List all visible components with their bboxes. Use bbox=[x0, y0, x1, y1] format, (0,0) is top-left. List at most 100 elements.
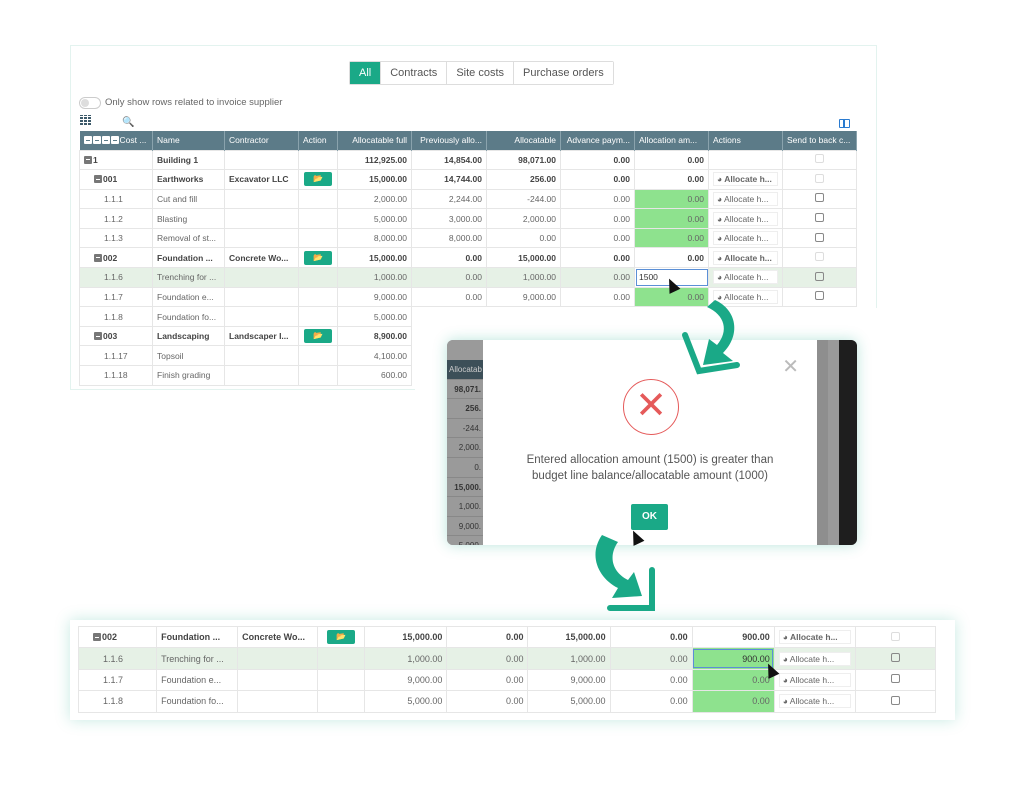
send-back-checkbox[interactable] bbox=[815, 213, 824, 223]
column-header[interactable]: Allocatable full bbox=[337, 131, 412, 150]
column-header[interactable]: Send to back c... bbox=[782, 131, 857, 150]
allocation-amount-input[interactable]: 0.00 bbox=[691, 690, 775, 713]
collapse-icon[interactable] bbox=[83, 136, 92, 145]
column-header[interactable]: Advance paym... bbox=[560, 131, 635, 150]
allocate-button[interactable]: ◕ Allocate h... bbox=[713, 191, 778, 206]
collapse-icon[interactable] bbox=[110, 136, 119, 145]
advance-payment-cell-value: 0.00 bbox=[613, 213, 630, 224]
name-cell-value: Trenching for ... bbox=[157, 272, 217, 283]
allocation-amount-input[interactable]: 0.00 bbox=[634, 188, 709, 210]
allocation-amount-input[interactable]: 0.00 bbox=[634, 169, 709, 190]
advance-payment-cell: 0.00 bbox=[560, 286, 635, 308]
contractor-cell: Excavator LLC bbox=[224, 169, 299, 190]
allocate-button[interactable]: ◕ Allocate h... bbox=[778, 651, 851, 666]
collapse-icon[interactable] bbox=[94, 253, 102, 262]
collapse-icon[interactable] bbox=[94, 175, 102, 184]
column-header[interactable]: Actions bbox=[708, 131, 783, 150]
column-header[interactable]: Action bbox=[298, 131, 338, 150]
actions-cell: ◕ Allocate h... bbox=[773, 690, 856, 713]
tab-purchase-orders[interactable]: Purchase orders bbox=[514, 62, 613, 84]
allocatable-full-cell: 8,000.00 bbox=[337, 227, 412, 249]
send-back-checkbox[interactable] bbox=[815, 173, 824, 183]
allocate-button[interactable]: ◕ Allocate h... bbox=[713, 231, 778, 246]
allocation-amount-input[interactable]: 0.00 bbox=[634, 149, 709, 171]
contractor-cell: Concrete Wo... bbox=[237, 625, 319, 649]
name-cell-value: Removal of st... bbox=[157, 233, 217, 244]
allocatable-cell-value: -244.00 bbox=[527, 193, 556, 204]
send-back-checkbox[interactable] bbox=[815, 193, 824, 203]
allocation-amount-input[interactable]: 0.00 bbox=[634, 227, 709, 249]
supplier-filter-toggle[interactable] bbox=[79, 97, 101, 109]
folder-icon[interactable]: 📂 bbox=[304, 172, 332, 187]
allocatable-full-cell-value: 8,000.00 bbox=[373, 233, 407, 244]
allocation-amount-input[interactable]: 0.00 bbox=[691, 668, 775, 692]
allocate-button[interactable]: ◕ Allocate h... bbox=[713, 289, 778, 304]
allocation-amount-input-value: 0.00 bbox=[752, 696, 770, 707]
send-back-checkbox[interactable] bbox=[890, 631, 900, 641]
previously-allocated-cell: 14,744.00 bbox=[411, 169, 487, 190]
folder-icon[interactable]: 📂 bbox=[304, 329, 332, 344]
allocatable-cell-value: 2,000.00 bbox=[522, 213, 556, 224]
allocatable-full-cell: 112,925.00 bbox=[337, 149, 412, 171]
allocate-button[interactable]: ◕ Allocate h... bbox=[713, 211, 778, 226]
collapse-icon[interactable] bbox=[84, 155, 92, 164]
table-row: 1.1.2 Blasting 5,000.00 3,000.00 2,000.00 0.0… bbox=[79, 208, 857, 229]
allocation-amount-input[interactable]: 0.00 bbox=[634, 247, 709, 269]
folder-icon[interactable]: 📂 bbox=[304, 250, 332, 265]
ok-button[interactable]: OK bbox=[631, 504, 668, 530]
column-header[interactable]: Cost ... bbox=[79, 131, 153, 150]
column-header[interactable]: Allocation am... bbox=[634, 131, 709, 150]
cost-code: 1.1.18 bbox=[104, 370, 128, 381]
table-row: 1.1.6 Trenching for ... 1,000.00 0.00 1,000.… bbox=[77, 647, 937, 670]
allocation-amount-input[interactable]: 0.00 bbox=[634, 208, 709, 229]
collapse-icon[interactable] bbox=[92, 136, 101, 145]
tab-site-costs[interactable]: Site costs bbox=[447, 62, 514, 84]
column-header[interactable]: Previously allo... bbox=[411, 131, 487, 150]
send-back-checkbox[interactable] bbox=[890, 653, 900, 663]
folder-icon[interactable]: 📂 bbox=[327, 630, 356, 645]
column-header-label: Advance paym... bbox=[566, 135, 630, 146]
allocatable-cell: 9,000.00 bbox=[527, 668, 611, 692]
column-header[interactable]: Name bbox=[152, 131, 225, 150]
allocate-button[interactable]: ◕ Allocate h... bbox=[713, 250, 778, 265]
collapse-icon[interactable] bbox=[94, 332, 102, 341]
allocatable-cell: 2,000.00 bbox=[486, 208, 561, 229]
background-value: 1,000. bbox=[447, 497, 483, 517]
send-back-checkbox[interactable] bbox=[890, 674, 900, 684]
tab-all[interactable]: All bbox=[350, 62, 382, 84]
collapse-icon[interactable] bbox=[101, 136, 110, 145]
allocation-amount-input[interactable]: 900.00 bbox=[691, 625, 775, 649]
search-icon[interactable]: 🔍 bbox=[122, 117, 135, 128]
send-back-checkbox[interactable] bbox=[815, 252, 824, 262]
close-icon[interactable]: ✕ bbox=[782, 356, 799, 378]
allocate-button[interactable]: ◕ Allocate h... bbox=[713, 270, 778, 285]
tab-contracts[interactable]: Contracts bbox=[381, 62, 448, 84]
column-header[interactable]: Contractor bbox=[224, 131, 299, 150]
allocation-amount-input[interactable]: 0.00 bbox=[634, 286, 709, 308]
allocate-button[interactable]: ◕ Allocate h... bbox=[778, 672, 851, 687]
allocate-button[interactable]: ◕ Allocate h... bbox=[778, 694, 851, 709]
send-back-checkbox[interactable] bbox=[815, 291, 824, 301]
allocatable-cell-value: 1,000.00 bbox=[570, 653, 606, 664]
error-dialog-screenshot: Allocatab 98,071. 256. -244. 2,000. 0. 15,000.… bbox=[447, 340, 857, 545]
allocate-button[interactable]: ◕ Allocate h... bbox=[713, 172, 778, 187]
allocatable-full-cell: 5,000.00 bbox=[364, 690, 448, 713]
send-back-checkbox[interactable] bbox=[815, 232, 824, 242]
action-cell: 📂 bbox=[298, 247, 338, 269]
columns-icon[interactable] bbox=[839, 119, 850, 128]
send-back-checkbox[interactable] bbox=[890, 695, 900, 705]
column-header-label: Allocatable bbox=[514, 135, 556, 146]
allocate-button[interactable]: ◕ Allocate h... bbox=[778, 630, 851, 645]
column-header[interactable]: Allocatable bbox=[486, 131, 561, 150]
allocatable-full-cell-value: 112,925.00 bbox=[364, 154, 407, 165]
cost-code: 1.1.3 bbox=[104, 233, 123, 244]
allocatable-full-cell-value: 8,900.00 bbox=[373, 331, 407, 342]
collapse-icon[interactable] bbox=[93, 633, 101, 642]
grid-icon[interactable] bbox=[80, 115, 92, 125]
error-message-line: budget line balance/allocatable amount (… bbox=[532, 470, 768, 482]
action-cell: 📂 bbox=[317, 625, 366, 649]
advance-payment-cell-value: 0.00 bbox=[670, 653, 688, 664]
send-back-checkbox[interactable] bbox=[815, 271, 824, 281]
previously-allocated-cell: 2,244.00 bbox=[411, 188, 487, 210]
send-back-checkbox[interactable] bbox=[815, 154, 824, 164]
